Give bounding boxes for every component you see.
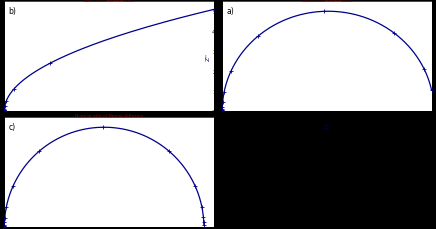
Y-axis label: Z'': Z'' xyxy=(206,53,211,61)
Title: Nyquist plot of Nernst diffusion: Nyquist plot of Nernst diffusion xyxy=(75,113,143,117)
X-axis label: Z': Z' xyxy=(324,125,330,129)
Title: ネルンスト拡散含むNyquistプロット: ネルンスト拡散含むNyquistプロット xyxy=(301,0,352,2)
Text: c)  δ=0.01, C = 10⁻⁴: c) δ=0.01, C = 10⁻⁴ xyxy=(243,202,315,209)
Text: c): c) xyxy=(9,122,16,131)
Text: 図． ネルンスト拡散のナイキストプロット例: 図． ネルンスト拡散のナイキストプロット例 xyxy=(228,121,331,130)
Title: ネルンスト拡散含むNyquistプロット: ネルンスト拡散含むNyquistプロット xyxy=(84,0,135,2)
Text: a): a) xyxy=(226,7,234,16)
Text: Rₑ=0, Rₐₜ=8, Cₑₗ=10⁻⁴, D = 10⁻⁴は共通.: Rₑ=0, Rₐₜ=8, Cₑₗ=10⁻⁴, D = 10⁻⁴は共通. xyxy=(228,145,356,153)
Text: a)  δ=0.1, C = 10⁻⁴,: a) δ=0.1, C = 10⁻⁴, xyxy=(243,165,313,172)
Text: b): b) xyxy=(9,7,17,16)
Text: b)  δ=0.1, C = 10⁻⁦,: b) δ=0.1, C = 10⁻⁦, xyxy=(243,183,315,190)
X-axis label: Z': Z' xyxy=(106,125,112,129)
